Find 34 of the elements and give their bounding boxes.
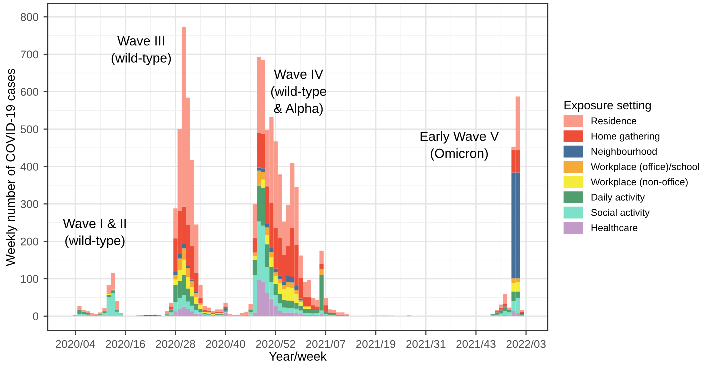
x-tick-label: 2022/03 [506,340,546,348]
x-tick-label: 2021/19 [356,340,396,348]
x-tick-label: 2021/07 [306,340,346,348]
legend-label: Residence [592,117,637,125]
annotation: Wave I & II (wild-type) [63,219,126,248]
x-tick-label: 2021/43 [456,340,496,348]
annotation: Wave III (wild-type) [112,36,172,66]
annotation: Wave IV (wild-type & Alpha) [271,70,326,116]
x-tick-label: 2020/40 [206,340,246,348]
y-axis-title: Weekly number of COVID-19 cases [6,69,18,266]
y-tick-label: 0 [33,312,39,321]
y-tick-label: 500 [20,126,39,134]
y-tick-label: 400 [20,163,39,171]
y-tick-label: 800 [20,13,39,22]
y-tick-label: 200 [20,238,39,246]
x-tick-label: 2020/04 [56,340,96,348]
x-tick-label: 2020/16 [106,340,146,348]
y-tick-label: 600 [21,88,39,96]
legend-label: Workplace (non-office) [591,178,688,188]
legend-label: Neighbourhood [592,148,657,158]
y-tick-label: 100 [21,275,39,284]
y-tick-label: 300 [20,200,39,208]
x-tick-label: 2020/28 [156,340,196,348]
legend-label: Daily activity [592,194,646,203]
x-axis-title: Year/week [269,352,327,361]
legend-label: Healthcare [592,224,638,232]
legend-label: Home gathering [592,132,660,142]
legend-label: Social activity [592,209,650,218]
annotation: Early Wave V (Omicron) [420,131,500,161]
y-tick-label: 700 [21,50,39,59]
x-tick-label: 2021/31 [406,340,446,348]
x-tick-label: 2020/52 [256,340,296,348]
legend-title: Exposure setting [564,100,652,112]
legend-label: Workplace (office)/school [591,163,700,172]
